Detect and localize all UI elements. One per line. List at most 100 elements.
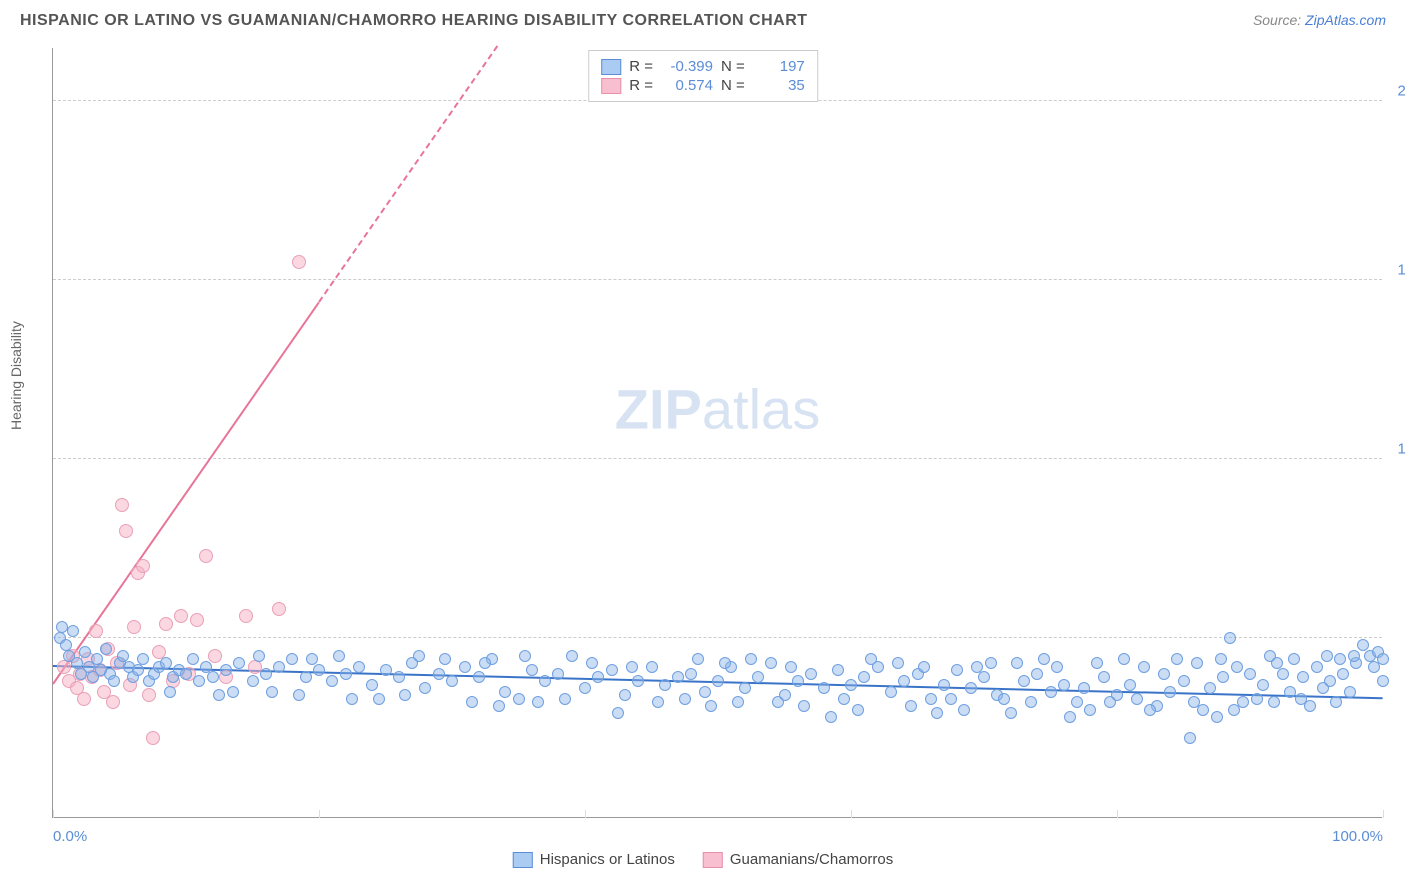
data-point-blue: [1005, 707, 1017, 719]
data-point-blue: [1138, 661, 1150, 673]
data-point-blue: [346, 693, 358, 705]
data-point-blue: [606, 664, 618, 676]
data-point-blue: [273, 661, 285, 673]
data-point-blue: [1184, 732, 1196, 744]
data-point-blue: [1337, 668, 1349, 680]
data-point-blue: [792, 675, 804, 687]
x-tick-mark: [585, 810, 586, 818]
data-point-blue: [719, 657, 731, 669]
data-point-blue: [446, 675, 458, 687]
data-point-blue: [413, 650, 425, 662]
x-tick-label: 0.0%: [53, 828, 87, 845]
data-point-pink: [174, 609, 188, 623]
x-tick-mark: [319, 810, 320, 818]
data-point-blue: [845, 679, 857, 691]
data-point-blue: [187, 653, 199, 665]
data-point-blue: [260, 668, 272, 680]
data-point-blue: [652, 696, 664, 708]
gridline-horizontal: [53, 458, 1382, 459]
data-point-blue: [1025, 696, 1037, 708]
data-point-blue: [1091, 657, 1103, 669]
data-point-blue: [951, 664, 963, 676]
data-point-blue: [1321, 650, 1333, 662]
data-point-blue: [1188, 696, 1200, 708]
data-point-blue: [612, 707, 624, 719]
data-point-blue: [266, 686, 278, 698]
series-legend: Hispanics or Latinos Guamanians/Chamorro…: [513, 851, 893, 868]
data-point-blue: [132, 664, 144, 676]
data-point-pink: [136, 559, 150, 573]
data-point-blue: [1211, 711, 1223, 723]
data-point-blue: [1257, 679, 1269, 691]
data-point-blue: [164, 686, 176, 698]
watermark-zip: ZIP: [615, 378, 702, 441]
x-tick-mark: [53, 810, 54, 818]
data-point-blue: [1377, 653, 1389, 665]
n-label: N =: [721, 77, 745, 94]
data-point-blue: [1078, 682, 1090, 694]
data-point-pink: [106, 695, 120, 709]
data-point-blue: [1018, 675, 1030, 687]
data-point-blue: [137, 653, 149, 665]
legend-swatch-blue: [513, 852, 533, 868]
data-point-blue: [1334, 653, 1346, 665]
x-tick-mark: [1383, 810, 1384, 818]
source-link[interactable]: ZipAtlas.com: [1305, 12, 1386, 28]
data-point-blue: [732, 696, 744, 708]
data-point-blue: [646, 661, 658, 673]
data-point-blue: [739, 682, 751, 694]
legend-item-hispanic: Hispanics or Latinos: [513, 851, 675, 868]
data-point-blue: [1011, 657, 1023, 669]
data-point-blue: [1311, 661, 1323, 673]
data-point-blue: [1330, 696, 1342, 708]
data-point-blue: [1277, 668, 1289, 680]
data-point-blue: [366, 679, 378, 691]
legend-swatch-pink: [601, 78, 621, 94]
data-point-blue: [1038, 653, 1050, 665]
legend-row-series2: R = 0.574 N = 35: [601, 76, 805, 95]
data-point-blue: [1251, 693, 1263, 705]
chart-title: HISPANIC OR LATINO VS GUAMANIAN/CHAMORRO…: [20, 12, 808, 30]
data-point-blue: [712, 675, 724, 687]
data-point-blue: [1231, 661, 1243, 673]
legend-swatch-pink: [703, 852, 723, 868]
data-point-blue: [79, 646, 91, 658]
data-point-blue: [1217, 671, 1229, 683]
data-point-blue: [1051, 661, 1063, 673]
data-point-blue: [931, 707, 943, 719]
data-point-blue: [785, 661, 797, 673]
data-point-blue: [579, 682, 591, 694]
data-point-pink: [89, 624, 103, 638]
correlation-legend: R = -0.399 N = 197 R = 0.574 N = 35: [588, 50, 818, 102]
data-point-blue: [1144, 704, 1156, 716]
data-point-blue: [692, 653, 704, 665]
data-point-blue: [1064, 711, 1076, 723]
data-point-blue: [1178, 675, 1190, 687]
data-point-pink: [190, 613, 204, 627]
data-point-blue: [885, 686, 897, 698]
data-point-blue: [958, 704, 970, 716]
gridline-horizontal: [53, 637, 1382, 638]
data-point-blue: [213, 689, 225, 701]
data-point-blue: [1131, 693, 1143, 705]
data-point-blue: [100, 643, 112, 655]
data-point-pink: [239, 609, 253, 623]
data-point-blue: [971, 661, 983, 673]
data-point-blue: [67, 625, 79, 637]
data-point-blue: [326, 675, 338, 687]
data-point-blue: [566, 650, 578, 662]
data-point-blue: [818, 682, 830, 694]
data-point-blue: [160, 657, 172, 669]
data-point-blue: [1268, 696, 1280, 708]
data-point-blue: [1324, 675, 1336, 687]
data-point-blue: [1058, 679, 1070, 691]
data-point-blue: [227, 686, 239, 698]
data-point-blue: [293, 689, 305, 701]
data-point-blue: [1098, 671, 1110, 683]
data-point-blue: [513, 693, 525, 705]
data-point-pink: [208, 649, 222, 663]
data-point-blue: [380, 664, 392, 676]
data-point-blue: [180, 668, 192, 680]
data-point-blue: [685, 668, 697, 680]
data-point-blue: [1264, 650, 1276, 662]
